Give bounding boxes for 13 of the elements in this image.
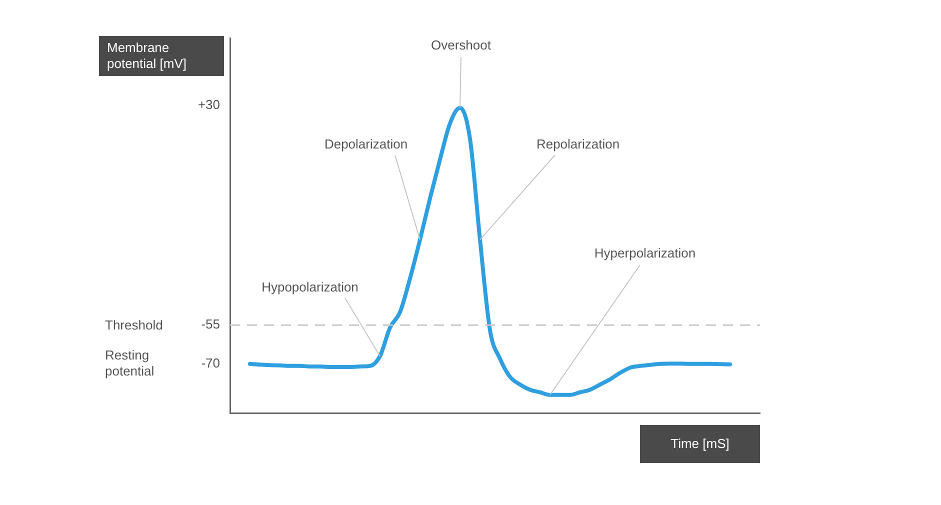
y-tick-label: -55 [201, 316, 220, 332]
annotation: Hypopolarization [262, 280, 358, 295]
text: Threshold [105, 318, 163, 333]
line-series [248, 106, 732, 397]
annotation: Depolarization [324, 136, 408, 152]
annotation: Repolarization [536, 136, 620, 152]
annotation: Hyperpolarization [594, 246, 696, 261]
y-tick-label: -70 [201, 355, 220, 370]
y-axis-title: Membrane potential [mV] [99, 36, 224, 76]
text: Resting potential [105, 348, 154, 379]
x-axis-title: Time [mS] [640, 425, 760, 463]
annotation: Overshoot [431, 38, 492, 53]
y-tick-label: +30 [198, 96, 220, 112]
